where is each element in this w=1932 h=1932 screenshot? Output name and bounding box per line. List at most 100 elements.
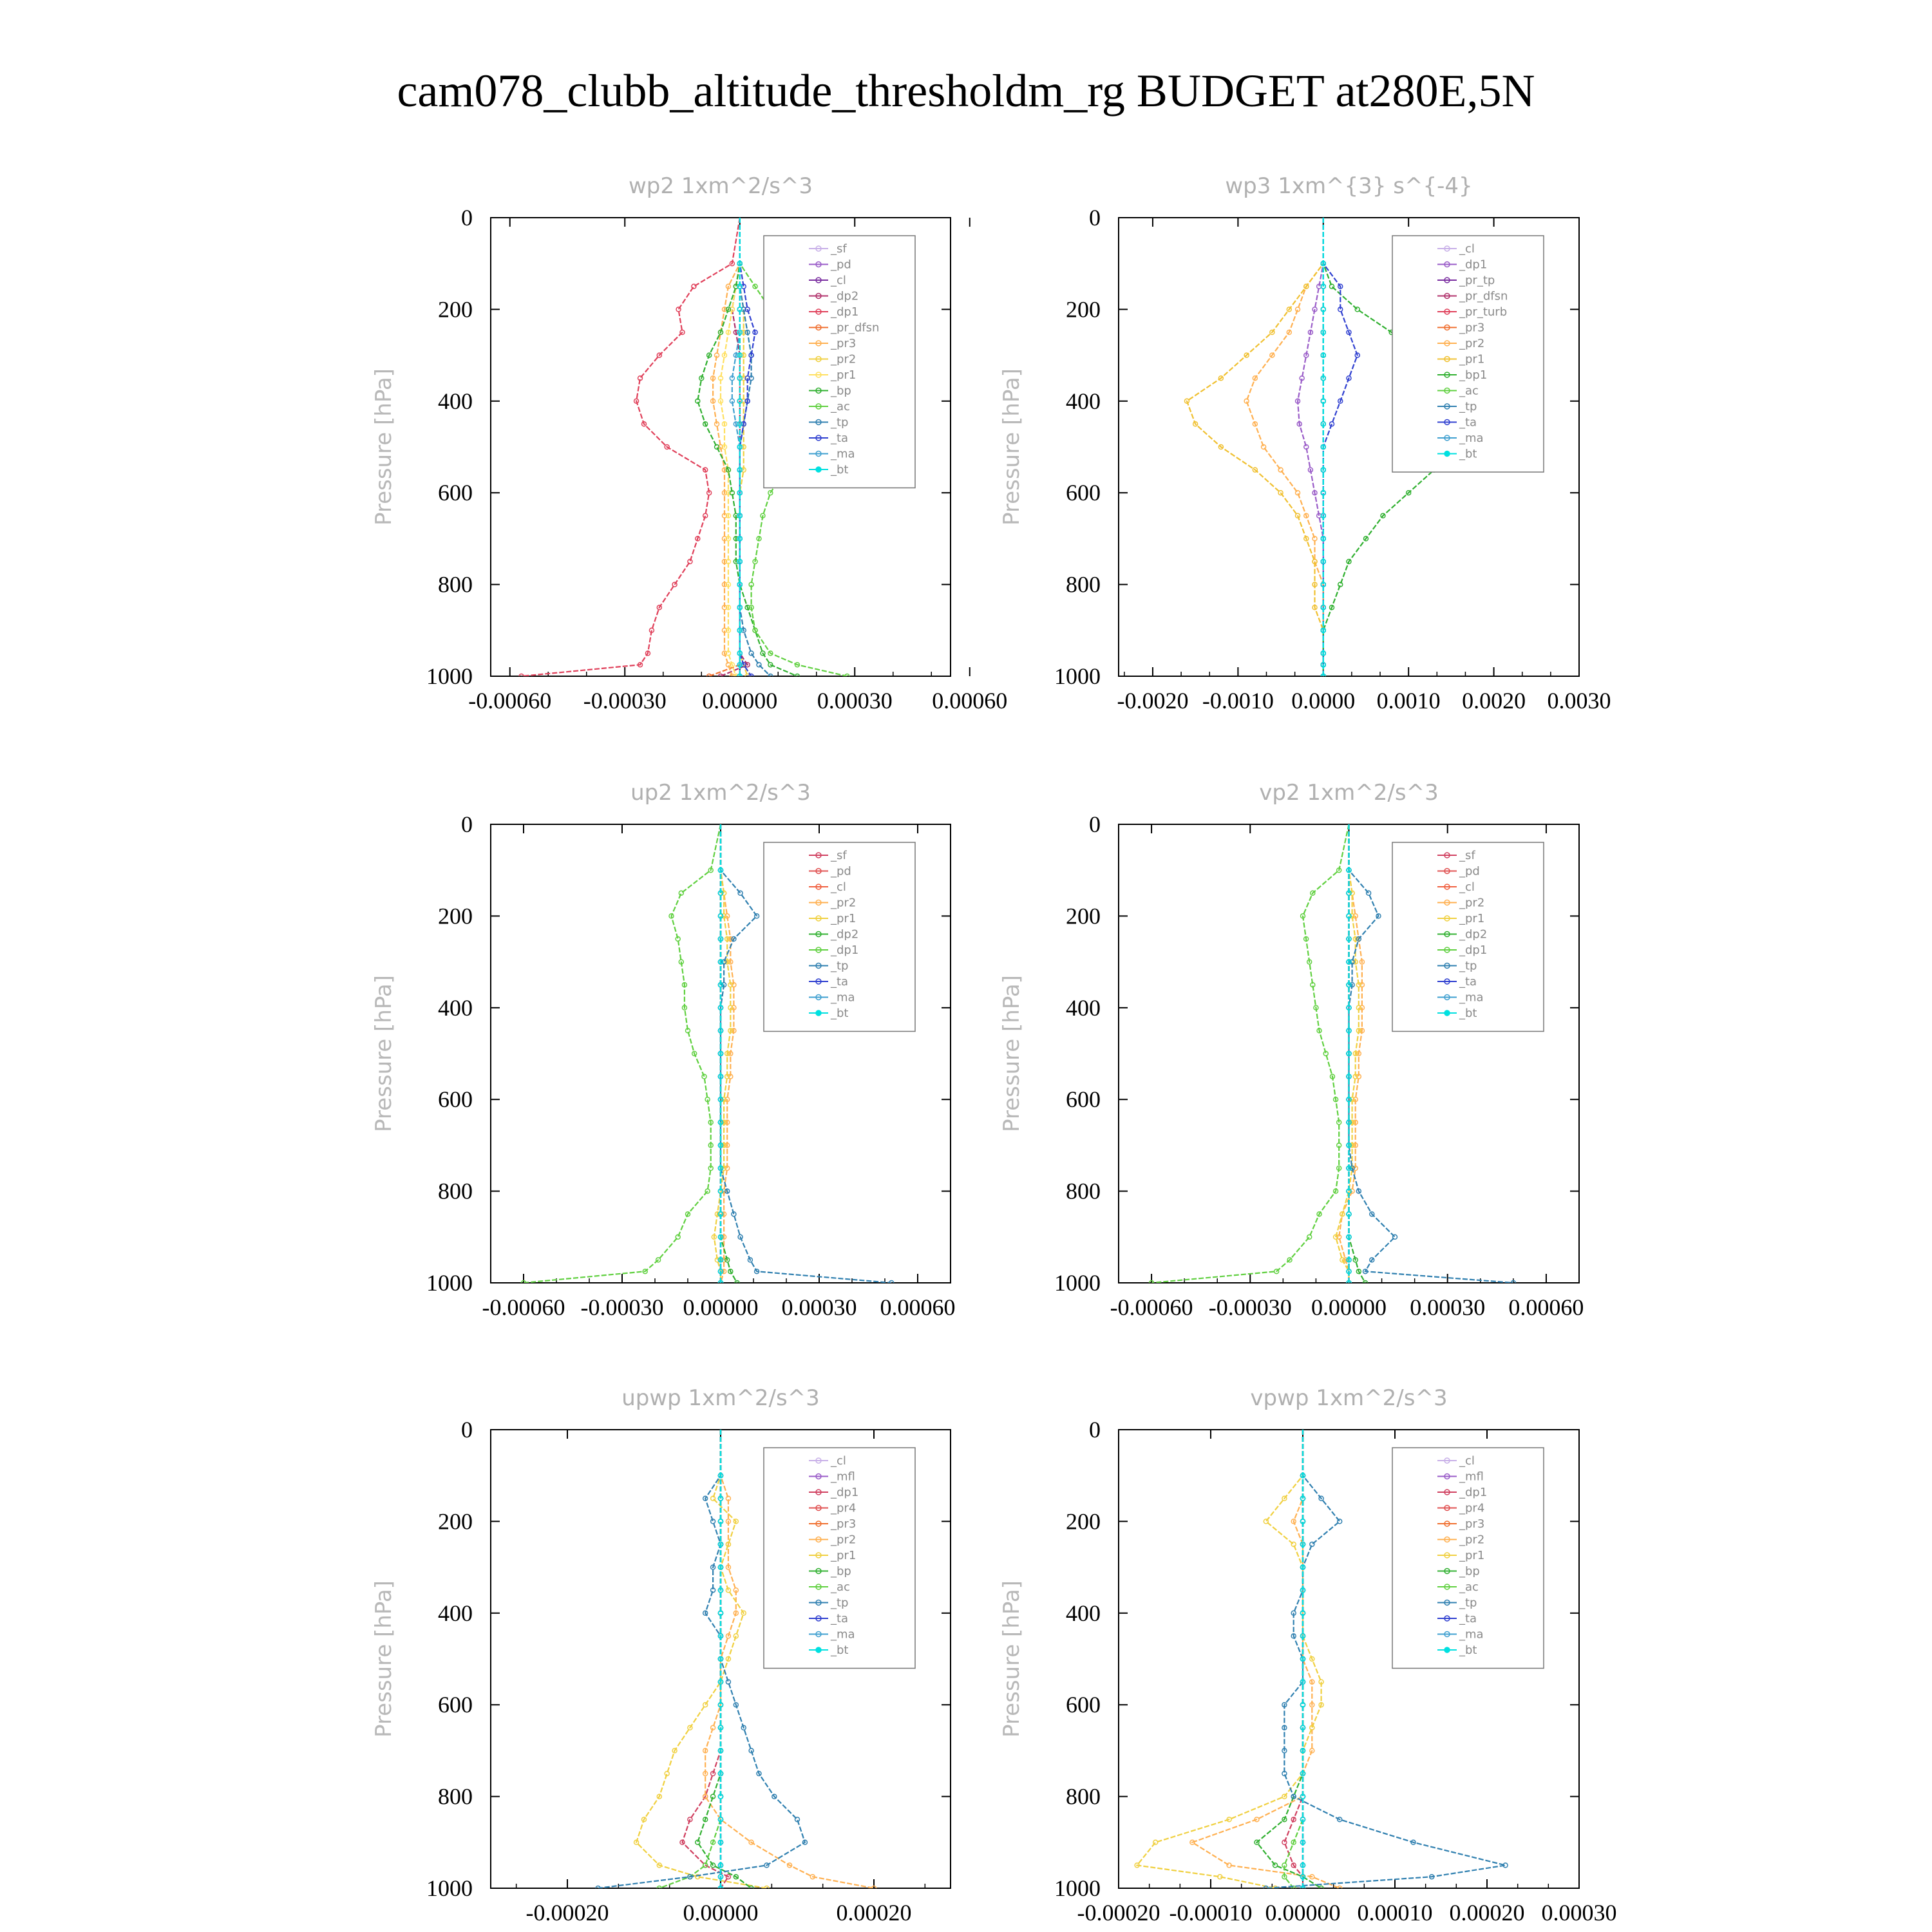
- data-point-bt: [1300, 1701, 1306, 1708]
- data-point-bt: [717, 1050, 724, 1057]
- data-point-pr2: [1254, 1816, 1260, 1823]
- data-point-bp: [733, 536, 739, 542]
- data-point-pr1: [1352, 1074, 1358, 1079]
- series-line-pr1: [713, 824, 732, 1283]
- data-point-dp1: [655, 1257, 661, 1263]
- data-point-pr1: [1352, 936, 1358, 942]
- legend-marker-cl: [815, 277, 822, 283]
- chart-panel-5: upwp 1xm^2/s^3 Pressure [hPa] 0 200 400 600 80…: [371, 1385, 951, 1926]
- data-point-bt: [1346, 1280, 1352, 1283]
- legend-marker-dp1: [815, 947, 822, 953]
- data-point-dp1: [702, 467, 708, 473]
- data-point-pr2: [786, 1862, 793, 1868]
- data-point-bt: [1346, 1005, 1352, 1011]
- legend-label-bt: _bt: [830, 1007, 848, 1020]
- data-point-pr2: [1244, 398, 1249, 404]
- data-point-bt: [1320, 421, 1327, 427]
- x-tick-label: -0.00030: [581, 1294, 664, 1320]
- legend-label-tp: _tp: [1459, 400, 1477, 413]
- data-point-bt: [717, 913, 724, 919]
- data-point-ta: [748, 352, 754, 358]
- data-point-ta: [748, 673, 754, 676]
- legend-marker-bp1: [1444, 372, 1450, 378]
- data-point-pr2: [725, 1633, 732, 1639]
- data-point-bt: [717, 1188, 724, 1194]
- data-point-bt: [1300, 1587, 1306, 1593]
- data-point-tp: [731, 1211, 737, 1217]
- data-point-pr3: [721, 650, 728, 656]
- data-point-bt: [1346, 1257, 1352, 1263]
- data-point-bt: [1300, 1816, 1306, 1823]
- data-point-bt: [1346, 1050, 1352, 1057]
- data-point-tp: [1291, 1610, 1296, 1616]
- data-point-tp: [1362, 1268, 1368, 1274]
- data-point-pr1: [1349, 1096, 1355, 1103]
- panel-title: wp3 1xm^{3} s^{-4}: [1225, 173, 1472, 199]
- data-point-bp: [710, 1862, 716, 1868]
- data-point-dp1: [637, 661, 643, 668]
- data-point-bt: [1346, 1028, 1352, 1034]
- data-point-bt: [717, 1096, 724, 1103]
- data-point-bp: [706, 352, 712, 358]
- data-point-tp: [725, 1679, 732, 1685]
- data-point-pr2: [725, 1495, 732, 1502]
- data-point-dp1: [1329, 1074, 1336, 1079]
- legend-marker-dp1: [815, 1489, 822, 1495]
- data-point-pr2: [1309, 1873, 1315, 1880]
- data-point-pr1: [633, 1839, 639, 1846]
- legend-marker-pr1: [815, 372, 822, 378]
- legend-label-mfl: _mfl: [830, 1470, 855, 1484]
- x-tick-label: 0.0030: [1548, 688, 1611, 714]
- data-point-pr1: [725, 536, 732, 542]
- legend-label-cl: _cl: [830, 1454, 846, 1468]
- data-point-pr2: [1189, 1839, 1195, 1846]
- legend-marker-cl: [1444, 245, 1450, 252]
- x-tick-label: 0.00030: [1410, 1294, 1485, 1320]
- data-point-pr1: [1192, 421, 1198, 427]
- data-point-bt: [1320, 283, 1327, 290]
- x-tick-label: 0.0010: [1377, 688, 1441, 714]
- data-point-pr2: [1359, 959, 1365, 965]
- data-point-pr1: [1272, 1885, 1278, 1888]
- data-point-pr3: [721, 513, 728, 519]
- legend-marker-tp: [815, 419, 822, 426]
- data-point-pr3: [721, 582, 728, 587]
- data-point-ac: [656, 1885, 663, 1888]
- data-point-pr1: [714, 1257, 721, 1263]
- data-point-bp: [702, 421, 708, 427]
- data-point-pr1: [656, 1862, 663, 1868]
- data-point-bp1: [1338, 582, 1343, 587]
- series-line-pr1: [1186, 218, 1324, 676]
- x-tick-label: 0.00000: [683, 1900, 759, 1926]
- data-point-tp: [710, 1519, 716, 1524]
- data-point-dp1: [668, 913, 674, 919]
- data-point-pr2: [1291, 1519, 1296, 1524]
- legend-label-bt: _bt: [830, 463, 848, 477]
- series-group: [595, 1430, 877, 1888]
- data-point-pr3: [714, 421, 720, 427]
- legend-label-ma: _ma: [830, 991, 855, 1005]
- x-tick-label: 0.00000: [1311, 1294, 1387, 1320]
- data-point-dp1: [1306, 959, 1312, 965]
- data-point-dp1: [641, 421, 647, 427]
- y-tick-label: 1000: [426, 1270, 473, 1296]
- data-point-dp1: [729, 260, 735, 267]
- data-point-pr1: [725, 650, 732, 656]
- data-point-pr1: [764, 1885, 770, 1888]
- x-tick-label: -0.00060: [468, 688, 551, 714]
- legend-label-pr3: _pr3: [830, 1517, 856, 1531]
- legend-marker-pr-turb: [1444, 308, 1450, 315]
- data-point-dp1: [518, 673, 524, 676]
- data-point-pr1: [1318, 1701, 1324, 1708]
- data-point-pr2: [1309, 1748, 1315, 1754]
- data-point-dp1: [1310, 890, 1316, 896]
- data-point-bt: [1320, 661, 1327, 668]
- legend-label-dp1: _dp1: [1459, 1486, 1487, 1499]
- data-point-tp: [748, 650, 754, 656]
- data-point-pr2: [710, 1725, 716, 1731]
- data-point-dp1: [1336, 867, 1342, 873]
- data-point-bt: [717, 1564, 724, 1570]
- series-line-ta: [1322, 218, 1358, 676]
- data-point-ta: [741, 421, 746, 427]
- series-line-pr2: [1190, 1430, 1340, 1888]
